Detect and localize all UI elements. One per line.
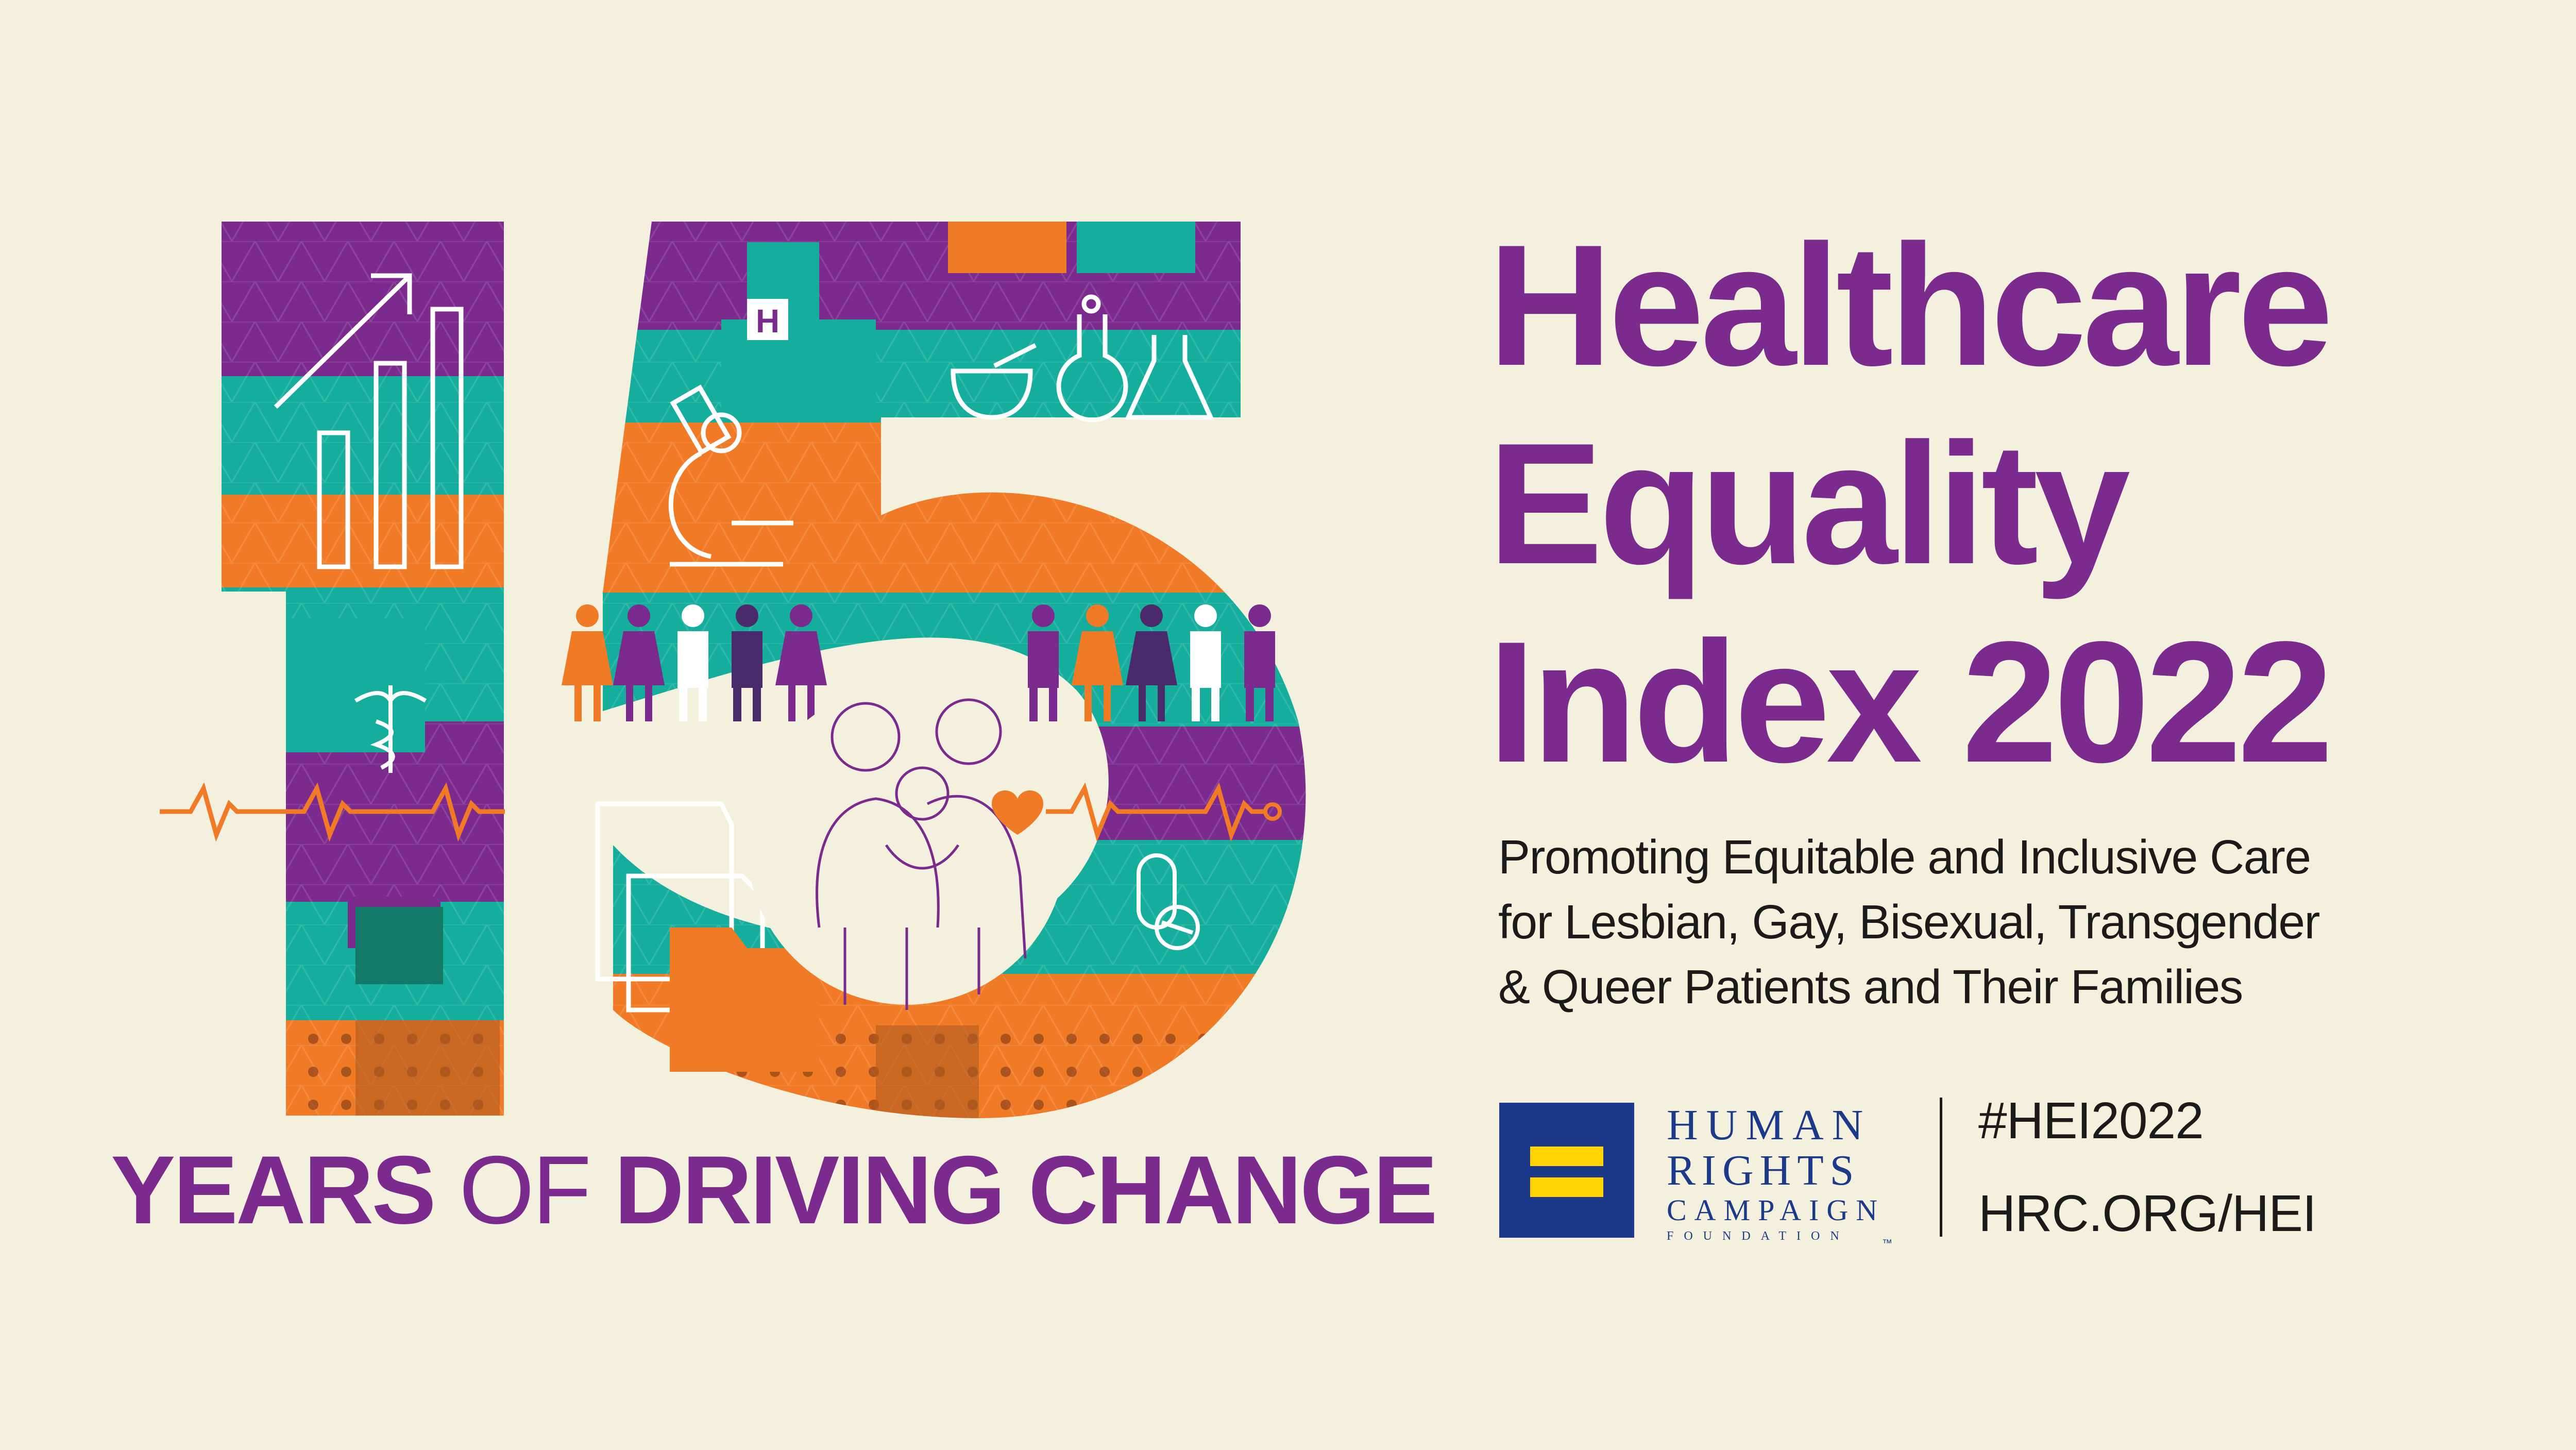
growth-chart-icon bbox=[274, 273, 464, 569]
tagline-driving-change: DRIVING CHANGE bbox=[614, 1136, 1437, 1244]
logo-line-1: HUMAN bbox=[1667, 1101, 1872, 1149]
caduceus-icon bbox=[354, 685, 427, 773]
tagline-years: YEARS bbox=[111, 1136, 436, 1244]
hrc-logo-wordmark: HUMAN RIGHTS CAMPAIGN FOUNDATION ™ bbox=[1667, 1101, 1904, 1250]
subtitle-line-2: for Lesbian, Gay, Bisexual, Transgender bbox=[1498, 895, 2320, 949]
logo-bar-bottom bbox=[1530, 1177, 1603, 1197]
equality-sign-icon bbox=[1499, 1103, 1634, 1238]
subtitle-line-1: Promoting Equitable and Inclusive Care bbox=[1498, 830, 2311, 884]
heart-icon bbox=[992, 790, 1043, 835]
fifteen-illustration: H bbox=[160, 222, 1306, 1118]
links: #HEI2022 HRC.ORG/HEI bbox=[1978, 1092, 2317, 1242]
hospital-icon: H bbox=[747, 299, 788, 340]
page-title: Healthcare Equality Index 2022 bbox=[1488, 206, 2493, 801]
tagline: YEARS OF DRIVING CHANGE bbox=[111, 1141, 1438, 1238]
microscope-icon bbox=[668, 384, 793, 567]
logo-line-3: CAMPAIGN bbox=[1667, 1193, 1886, 1227]
tagline-of: OF bbox=[459, 1136, 591, 1244]
svg-text:H: H bbox=[756, 302, 779, 340]
flask-icon bbox=[1056, 294, 1214, 423]
logo-line-4: FOUNDATION bbox=[1667, 1229, 1850, 1243]
subtitle-line-3: & Queer Patients and Their Families bbox=[1498, 960, 2243, 1014]
title-line-2: Equality bbox=[1488, 407, 2130, 600]
heartbeat-icon bbox=[1046, 782, 1267, 842]
logo-bar-top bbox=[1530, 1146, 1603, 1166]
folder-icon bbox=[595, 801, 819, 1072]
website-link[interactable]: HRC.ORG/HEI bbox=[1978, 1185, 2317, 1242]
hashtag-text: #HEI2022 bbox=[1978, 1092, 2204, 1150]
trademark: ™ bbox=[1882, 1238, 1892, 1249]
heartbeat-icon bbox=[160, 782, 505, 842]
divider bbox=[1940, 1098, 1942, 1237]
logo-line-2: RIGHTS bbox=[1667, 1146, 1860, 1194]
subtitle: Promoting Equitable and Inclusive Care f… bbox=[1498, 824, 2529, 1019]
digit-one bbox=[222, 222, 504, 1116]
pill-icon bbox=[1137, 853, 1200, 950]
people-icon bbox=[562, 604, 1275, 721]
mortar-pestle-icon bbox=[951, 343, 1037, 420]
title-line-3: Index 2022 bbox=[1488, 605, 2333, 798]
family-portrait-icon bbox=[747, 685, 1066, 1010]
title-line-1: Healthcare bbox=[1488, 209, 2333, 401]
